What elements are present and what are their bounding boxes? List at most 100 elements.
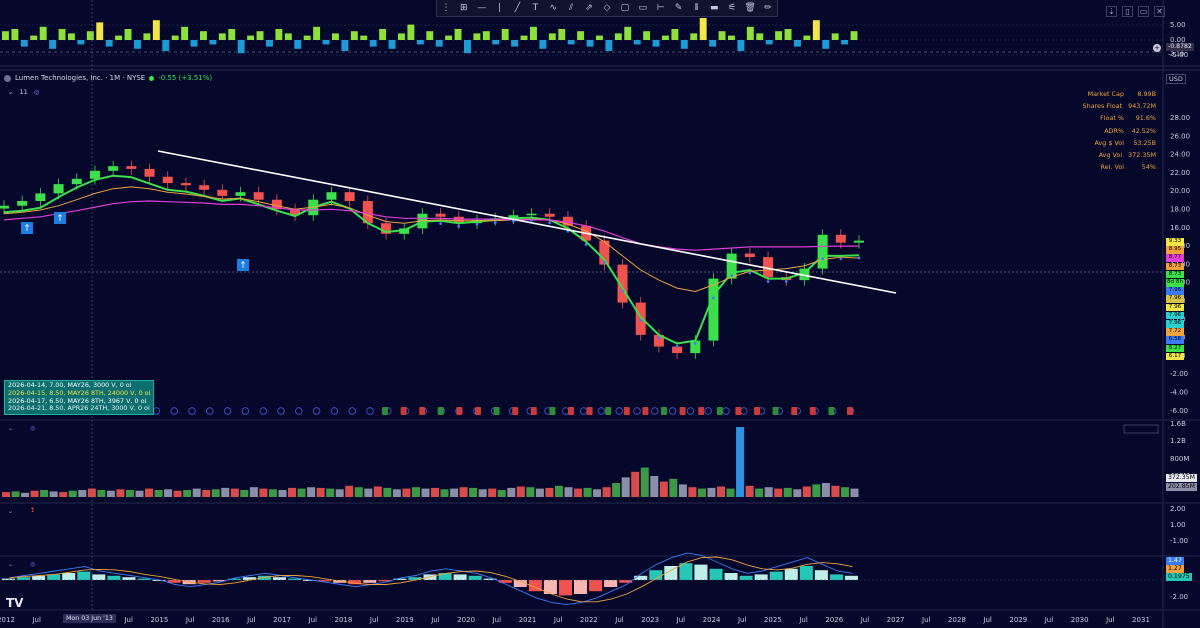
event-dividend-icon [223,407,232,415]
x-tick-label: Jul [185,616,195,624]
buy-signal-arrow: ↑ [56,214,64,224]
volume-bar [469,487,478,497]
delete-pane-button[interactable]: ▯ [1122,6,1133,17]
top-bar [831,33,839,40]
symbol-logo-icon [4,74,11,82]
channel-icon[interactable]: ⫽ [569,3,574,13]
x-tick-label: 2018 [335,616,353,624]
callout-icon[interactable]: ▢ [620,3,630,13]
macd-histogram-bar [197,580,211,583]
price-tag: 8.73 [1166,262,1184,271]
trail-dot [693,342,697,345]
note-icon[interactable]: ✎ [674,3,683,13]
volume-bar [392,489,401,497]
candle-body [162,176,173,184]
stats-row: Avg Vol 372.35M [1080,149,1156,161]
event-dividend-icon [241,407,250,415]
maximize-button[interactable]: ▭ [1138,6,1149,17]
volume-bar [345,485,354,497]
symbol-header: Lumen Technologies, Inc. · 1M · NYSE -0.… [4,74,212,82]
options-flow-entry: 2026-04-15, 8.50, MAY26 8TH, 24000 V, 0 … [8,388,151,397]
macd-pane-collapse-icon[interactable]: ⌄ [8,561,14,568]
price-y-tick: 24.00 [1170,151,1190,159]
top-bar [765,40,773,45]
top-bar [152,20,160,40]
stats-label: Avg Vol [1098,151,1123,160]
x-tick-label: 2019 [396,616,414,624]
top-bar [784,29,792,40]
stats-row: Float % 91.6% [1080,112,1156,124]
x-tick-label: 2029 [1009,616,1027,624]
volume-bar [11,491,20,497]
volume-bar [688,487,697,497]
top-bar [388,40,396,49]
collapse-legend-icon[interactable]: ⌄ [8,88,14,96]
hline-icon[interactable]: — [477,3,487,13]
rsi-pane-collapse-icon[interactable]: ⌄ [8,508,14,515]
price-y-tick: -2.00 [1170,370,1188,378]
candle-body [253,192,264,200]
top-bar [454,29,462,40]
stats-label: Shares Float [1082,102,1123,111]
earnings-icon [623,407,630,415]
fib-icon[interactable]: ⚟ [728,3,737,13]
event-dividend-icon [295,407,303,415]
currency-button[interactable]: USD [1166,74,1186,84]
price-tag: 7.72 [1166,328,1184,336]
brush-icon[interactable]: ∿ [549,3,558,13]
vline-icon[interactable]: | [498,3,502,13]
stats-label: Market Cap [1087,90,1124,99]
volume-settings-icon[interactable]: ◎ [30,425,36,432]
price-y-tick: 26.00 [1170,132,1190,140]
event-dividend-icon [651,407,659,415]
x-tick-label: Jul [308,616,318,624]
measure-icon[interactable]: ⊢ [656,3,665,13]
close-pane-button[interactable]: ✕ [1154,6,1165,17]
volume-bar [21,492,30,497]
alert-icon[interactable]: ❢ [30,507,36,514]
volume-bar [535,488,544,497]
ruler-icon[interactable]: ▬ [710,3,719,13]
earnings-icon [419,407,426,415]
bars-icon[interactable]: ⫴ [694,3,699,13]
layout-count[interactable]: 11 [19,88,28,96]
grip-icon[interactable]: ⋮ [441,3,451,13]
macd-settings-icon[interactable]: ◎ [30,561,36,568]
pencil-icon[interactable]: ✏ [764,3,772,13]
top-bar [586,40,594,47]
volume-pane-collapse-icon[interactable]: ⌄ [8,425,14,432]
trendline-icon[interactable]: ╱ [514,3,521,13]
volume-bar [40,490,49,497]
x-tick-label: Jul [492,616,502,624]
collapse-button[interactable]: ⇣ [1106,6,1117,17]
top-bar [652,40,660,47]
symbol-title[interactable]: Lumen Technologies, Inc. · 1M · NYSE [15,74,146,82]
text-icon[interactable]: T [532,3,539,13]
macd-histogram-bar [2,578,16,580]
top-bar [105,40,113,47]
x-tick-label: Jul [123,616,133,624]
volume-bar [650,476,659,497]
diamond-icon[interactable]: ◇ [603,3,611,13]
volume-bar [564,487,573,497]
macd-histogram-bar [257,575,271,580]
stats-value: 54% [1141,163,1156,172]
top-bar [313,26,321,40]
volume-current-value: 202.85M [1166,483,1197,491]
event-dividend-icon [615,407,623,415]
tradingview-logo[interactable]: TV [6,596,24,610]
add-indicator-icon[interactable]: + [1153,44,1161,52]
top-bar [218,33,226,40]
arrow-icon[interactable]: ⇗ [585,3,593,13]
settings-icon[interactable]: ◎ [33,88,40,96]
x-tick-label: Jul [921,616,931,624]
price-y-tick: 16.00 [1170,224,1190,232]
volume-bar [697,488,706,497]
options-flow-entry: 2026-04-17, 6.50, MAY26 8TH, 3967 V, 0 o… [8,396,147,405]
top-bar [162,40,170,51]
rectangle-icon[interactable]: ▭ [638,3,647,13]
trash-icon[interactable]: 🗑 [744,3,756,13]
grid-icon[interactable]: ⊞ [460,3,468,13]
volume-bar [669,478,678,497]
